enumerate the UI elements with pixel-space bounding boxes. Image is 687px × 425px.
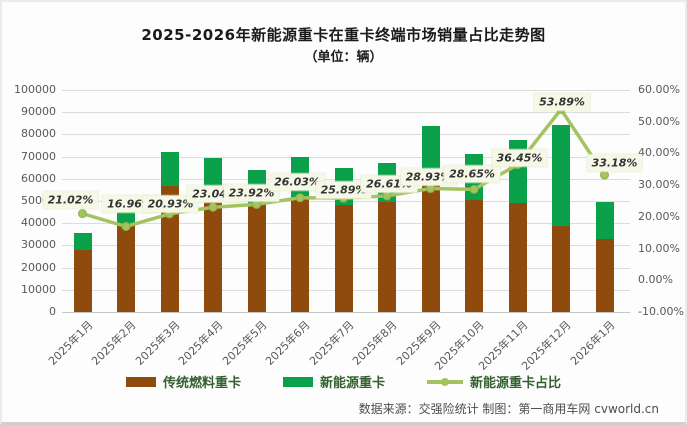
bar-segment-new-energy	[552, 124, 570, 226]
bar-segment-traditional	[73, 249, 92, 312]
chart-subtitle: （单位：辆）	[304, 50, 383, 65]
bar-segment-new-energy	[160, 152, 179, 186]
chart-title: 2025-2026年新能源重卡在重卡终端市场销量占比走势图	[141, 26, 546, 44]
bar-segment-new-energy	[73, 232, 92, 250]
legend-label: 新能源重卡占比	[470, 376, 562, 391]
gridline	[62, 134, 630, 136]
traditional-bar-swatch-icon	[125, 376, 156, 387]
bar-segment-traditional	[508, 202, 527, 312]
pct-axis-tick-label: 60.00%	[638, 83, 680, 96]
share-data-label: 26.03%	[269, 173, 325, 191]
legend-item-share-line: 新能源重卡占比	[427, 372, 561, 391]
pct-axis-tick-label: 50.00%	[638, 114, 680, 128]
y-axis-tick-label: 60000	[21, 171, 56, 185]
pct-axis-tick-label: 20.00%	[638, 209, 680, 223]
pct-axis-tick-label: 0.00%	[638, 273, 673, 287]
bar-segment-traditional	[334, 205, 353, 312]
legend-item-new-energy: 新能源重卡	[282, 372, 385, 391]
legend-label: 新能源重卡	[319, 376, 385, 391]
gridline	[62, 312, 630, 313]
share-data-label: 33.18%	[586, 154, 643, 172]
gridline	[62, 90, 630, 91]
bar-segment-traditional	[465, 199, 483, 312]
legend-label: 传统燃料重卡	[162, 376, 241, 391]
share-data-label: 53.89%	[534, 93, 590, 111]
share-data-label: 28.65%	[444, 165, 500, 183]
data-source-note: 数据来源：交强险统计 制图：第一商用车网 cvworld.cn	[358, 402, 659, 416]
share-data-label: 21.02%	[42, 191, 99, 209]
bar-segment-traditional	[595, 238, 614, 312]
y-axis-tick-label: 10000	[21, 282, 56, 296]
share-line-swatch-icon	[427, 377, 463, 387]
bar-segment-traditional	[552, 225, 570, 312]
share-data-label: 28.93%	[400, 168, 457, 186]
y-axis-tick-label: 70000	[21, 149, 56, 163]
share-data-label: 36.45%	[491, 149, 548, 167]
y-axis-tick-label: 100000	[14, 83, 56, 96]
y-axis-tick-label: 0	[49, 305, 56, 318]
y-axis-tick-label: 40000	[21, 216, 56, 230]
pct-axis-tick-label: 10.00%	[638, 241, 680, 255]
bar-segment-traditional	[291, 197, 309, 312]
bar-segment-traditional	[378, 202, 396, 312]
pct-axis-tick-label: 30.00%	[638, 178, 680, 192]
y-axis-tick-label: 30000	[21, 238, 56, 252]
bar-segment-traditional	[117, 225, 135, 312]
legend-item-traditional: 传统燃料重卡	[125, 372, 241, 391]
pct-axis-tick-label: 40.00%	[638, 146, 680, 160]
share-data-label: 20.93%	[142, 195, 199, 213]
y-axis-tick-label: 20000	[21, 260, 56, 274]
share-point-marker	[78, 209, 87, 219]
bar-segment-traditional	[204, 193, 222, 312]
gridline	[62, 112, 630, 114]
share-data-label: 23.92%	[223, 184, 280, 202]
bar-segment-new-energy	[595, 202, 614, 239]
bar-segment-traditional	[421, 180, 440, 312]
pct-axis-tick-label: -10.00%	[638, 305, 684, 318]
y-axis-tick-label: 80000	[21, 127, 56, 141]
share-data-label: 25.89%	[315, 181, 372, 199]
new-energy-bar-swatch-icon	[282, 376, 313, 387]
legend: 传统燃料重卡 新能源重卡 新能源重卡占比	[2, 372, 685, 391]
bar-segment-traditional	[247, 204, 266, 312]
y-axis-tick-label: 90000	[21, 105, 56, 119]
